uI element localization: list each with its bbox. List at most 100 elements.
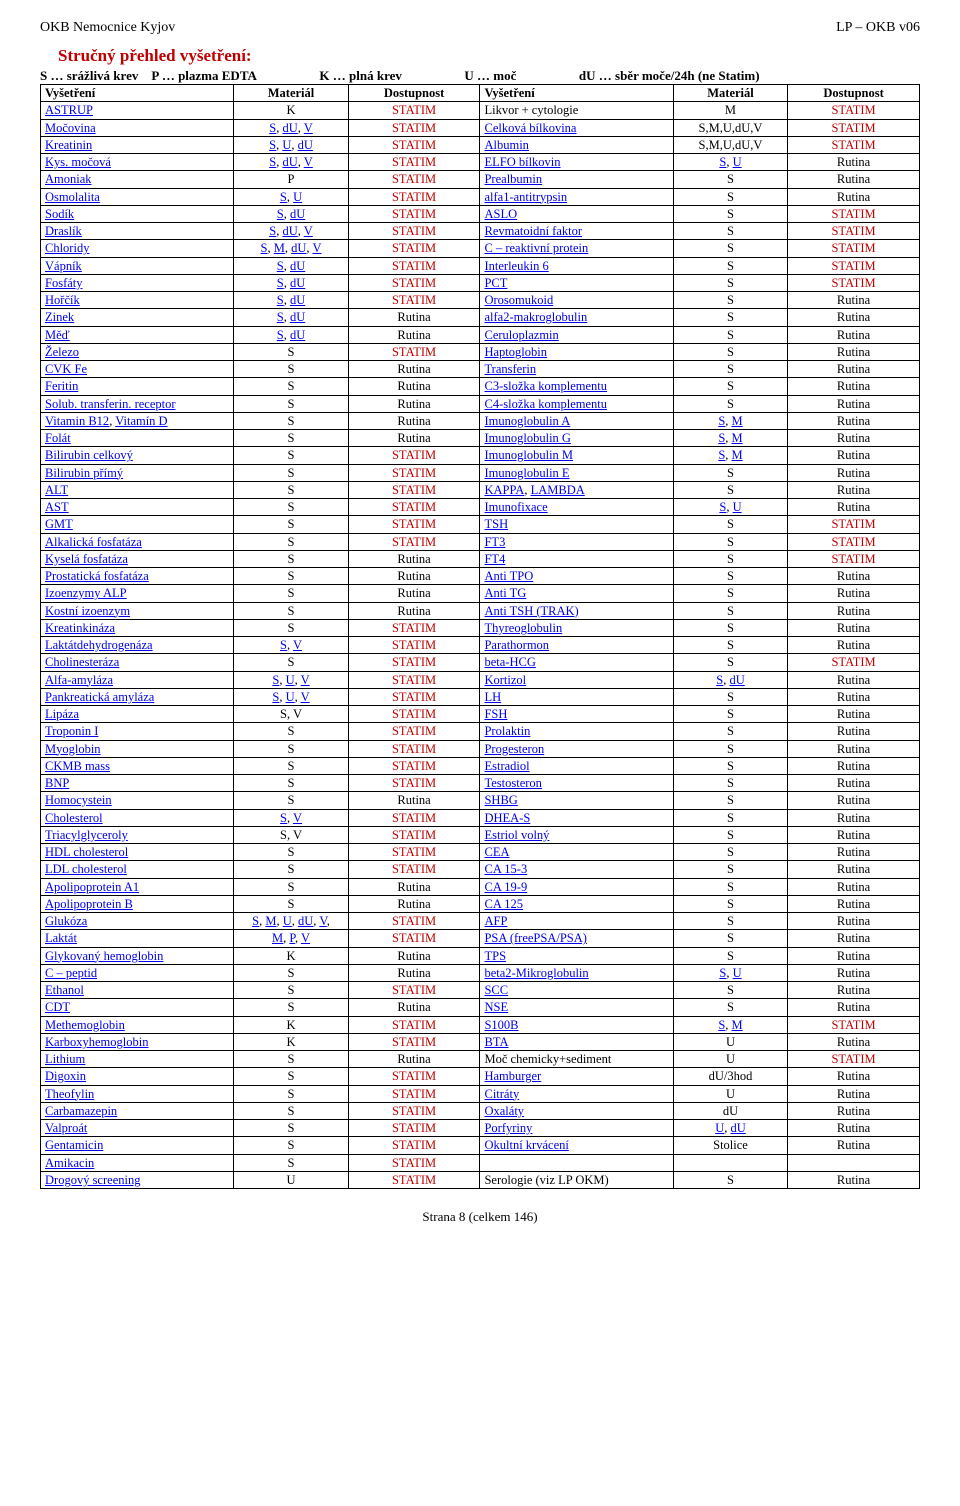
table-cell: Cholinesteráza (41, 654, 234, 671)
table-cell: PCT (480, 274, 673, 291)
table-row: Bilirubin přímýSSTATIMImunoglobulin ESRu… (41, 464, 920, 481)
table-row: DigoxinSSTATIMHamburgerdU/3hodRutina (41, 1068, 920, 1085)
table-cell: Ceruloplazmin (480, 326, 673, 343)
table-cell: Gentamicin (41, 1137, 234, 1154)
table-cell: Rutina (348, 378, 480, 395)
table-cell: Železo (41, 343, 234, 360)
table-cell: STATIM (348, 1137, 480, 1154)
table-cell: STATIM (348, 654, 480, 671)
table-cell: Imunofixace (480, 499, 673, 516)
table-cell: Rutina (788, 292, 920, 309)
table-cell: STATIM (348, 154, 480, 171)
table-cell: S (673, 361, 787, 378)
table-cell: S, U (673, 964, 787, 981)
table-cell: Kortizol (480, 671, 673, 688)
table-cell: S (673, 706, 787, 723)
table-cell: CKMB mass (41, 757, 234, 774)
table-row: FeritinSRutinaC3-složka komplementuSRuti… (41, 378, 920, 395)
table-cell (673, 1154, 787, 1171)
table-cell: Serologie (viz LP OKM) (480, 1171, 673, 1188)
table-row: MyoglobinSSTATIMProgesteronSRutina (41, 740, 920, 757)
table-cell: Rutina (788, 1068, 920, 1085)
table-cell: Kyselá fosfatáza (41, 550, 234, 567)
table-cell: K (234, 1016, 348, 1033)
table-row: GlukózaS, M, U, dU, V, STATIMAFPSRutina (41, 913, 920, 930)
table-cell: Chloridy (41, 240, 234, 257)
table-cell: S (673, 257, 787, 274)
table-row: GentamicinSSTATIMOkultní krváceníStolice… (41, 1137, 920, 1154)
table-cell: STATIM (348, 930, 480, 947)
table-cell: Albumin (480, 136, 673, 153)
table-row: Prostatická fosfatázaSRutinaAnti TPOSRut… (41, 568, 920, 585)
table-cell: Triacylglyceroly (41, 826, 234, 843)
table-cell: Rutina (788, 171, 920, 188)
table-row: DraslíkS, dU, VSTATIMRevmatoidní faktorS… (41, 223, 920, 240)
table-cell: S (673, 947, 787, 964)
table-cell: Kostní izoenzym (41, 602, 234, 619)
table-cell: STATIM (348, 205, 480, 222)
table-cell: Rutina (348, 550, 480, 567)
table-cell: S (234, 999, 348, 1016)
table-cell: S (234, 447, 348, 464)
table-cell: S (673, 637, 787, 654)
table-cell: LH (480, 688, 673, 705)
table-row: ChloridyS, M, dU, VSTATIMC – reaktivní p… (41, 240, 920, 257)
table-row: HomocysteinSRutinaSHBGSRutina (41, 792, 920, 809)
table-cell: S, M (673, 447, 787, 464)
table-row: FolátSRutinaImunoglobulin GS, MRutina (41, 430, 920, 447)
th-exam-2: Vyšetření (480, 85, 673, 102)
table-cell: STATIM (348, 637, 480, 654)
table-cell: Rutina (348, 395, 480, 412)
table-cell: Laktátdehydrogenáza (41, 637, 234, 654)
table-cell: S (673, 844, 787, 861)
table-cell: STATIM (348, 274, 480, 291)
table-row: HDL cholesterolSSTATIMCEASRutina (41, 844, 920, 861)
table-cell: S (234, 1154, 348, 1171)
table-cell: U (673, 1051, 787, 1068)
table-cell: U (234, 1171, 348, 1188)
table-cell: S (234, 516, 348, 533)
table-cell: Rutina (348, 792, 480, 809)
table-cell: Rutina (788, 447, 920, 464)
table-row: ŽelezoSSTATIMHaptoglobinSRutina (41, 343, 920, 360)
table-cell: STATIM (348, 119, 480, 136)
table-cell: STATIM (788, 654, 920, 671)
table-row: CVK FeSRutinaTransferinSRutina (41, 361, 920, 378)
table-row: KreatinkinázaSSTATIMThyreoglobulinSRutin… (41, 619, 920, 636)
table-row: Apolipoprotein A1SRutinaCA 19-9SRutina (41, 878, 920, 895)
table-cell: S, U (234, 188, 348, 205)
table-cell: STATIM (348, 723, 480, 740)
table-cell: S (673, 792, 787, 809)
table-cell: S (234, 481, 348, 498)
table-cell: S (673, 775, 787, 792)
table-row: GMTSSTATIMTSHSSTATIM (41, 516, 920, 533)
table-cell: STATIM (788, 516, 920, 533)
table-cell: Parathormon (480, 637, 673, 654)
table-cell: Citráty (480, 1085, 673, 1102)
table-row: Kys. močováS, dU, VSTATIMELFO bílkovinS,… (41, 154, 920, 171)
table-cell: STATIM (348, 533, 480, 550)
header-right: LP – OKB v06 (836, 20, 920, 36)
table-cell: Rutina (788, 775, 920, 792)
table-cell: Rutina (788, 809, 920, 826)
table-cell: SHBG (480, 792, 673, 809)
table-cell: Rutina (348, 430, 480, 447)
table-cell: STATIM (348, 188, 480, 205)
table-cell: Bilirubin přímý (41, 464, 234, 481)
table-cell: Imunoglobulin M (480, 447, 673, 464)
table-cell: Rutina (788, 740, 920, 757)
table-cell: Rutina (788, 343, 920, 360)
table-cell: STATIM (348, 223, 480, 240)
page-header: OKB Nemocnice Kyjov LP – OKB v06 (40, 20, 920, 36)
table-cell: Rutina (348, 878, 480, 895)
table-cell: Rutina (348, 999, 480, 1016)
table-cell: S (673, 930, 787, 947)
table-cell: Rutina (788, 1120, 920, 1137)
table-cell: KAPPA, LAMBDA (480, 481, 673, 498)
table-cell: Laktát (41, 930, 234, 947)
table-cell: STATIM (788, 205, 920, 222)
table-cell: Rutina (788, 395, 920, 412)
table-cell: Moč chemicky+sediment (480, 1051, 673, 1068)
table-cell: STATIM (348, 809, 480, 826)
table-cell: S (673, 982, 787, 999)
